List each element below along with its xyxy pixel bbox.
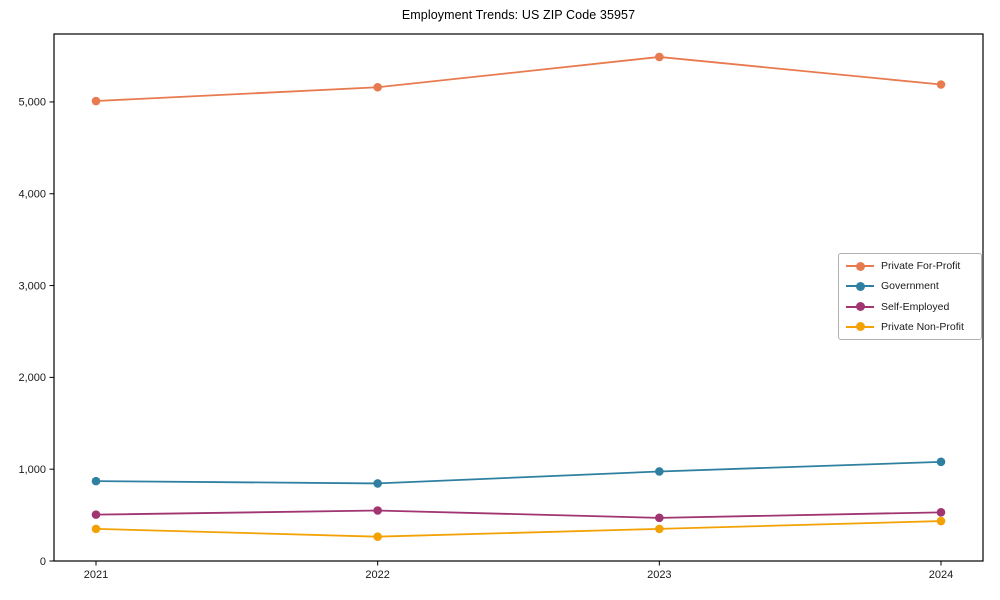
legend-label: Private For-Profit bbox=[881, 260, 961, 273]
line-dot-marker-icon bbox=[846, 261, 874, 272]
svg-text:2024: 2024 bbox=[929, 569, 953, 581]
line-dot-marker-icon bbox=[846, 321, 874, 332]
svg-text:0: 0 bbox=[40, 556, 46, 568]
chart-legend: Private For-Profit Government Self-Emplo… bbox=[838, 253, 982, 340]
legend-label: Private Non-Profit bbox=[881, 320, 964, 333]
legend-label: Government bbox=[881, 280, 939, 293]
svg-text:3,000: 3,000 bbox=[18, 280, 46, 292]
legend-item-government: Government bbox=[846, 276, 974, 296]
svg-text:4,000: 4,000 bbox=[18, 189, 46, 201]
chart-title: Employment Trends: US ZIP Code 35957 bbox=[401, 8, 636, 22]
svg-text:2,000: 2,000 bbox=[18, 372, 46, 384]
legend-item-private-non-profit: Private Non-Profit bbox=[846, 317, 974, 337]
svg-text:2023: 2023 bbox=[647, 569, 671, 581]
legend-item-private-for-profit: Private For-Profit bbox=[846, 256, 974, 276]
svg-text:5,000: 5,000 bbox=[18, 97, 46, 109]
svg-text:2022: 2022 bbox=[365, 569, 389, 581]
svg-text:1,000: 1,000 bbox=[18, 464, 46, 476]
svg-text:2021: 2021 bbox=[84, 569, 108, 581]
line-dot-marker-icon bbox=[846, 281, 874, 292]
legend-item-self-employed: Self-Employed bbox=[846, 297, 974, 317]
legend-label: Self-Employed bbox=[881, 300, 950, 313]
line-dot-marker-icon bbox=[846, 301, 874, 312]
